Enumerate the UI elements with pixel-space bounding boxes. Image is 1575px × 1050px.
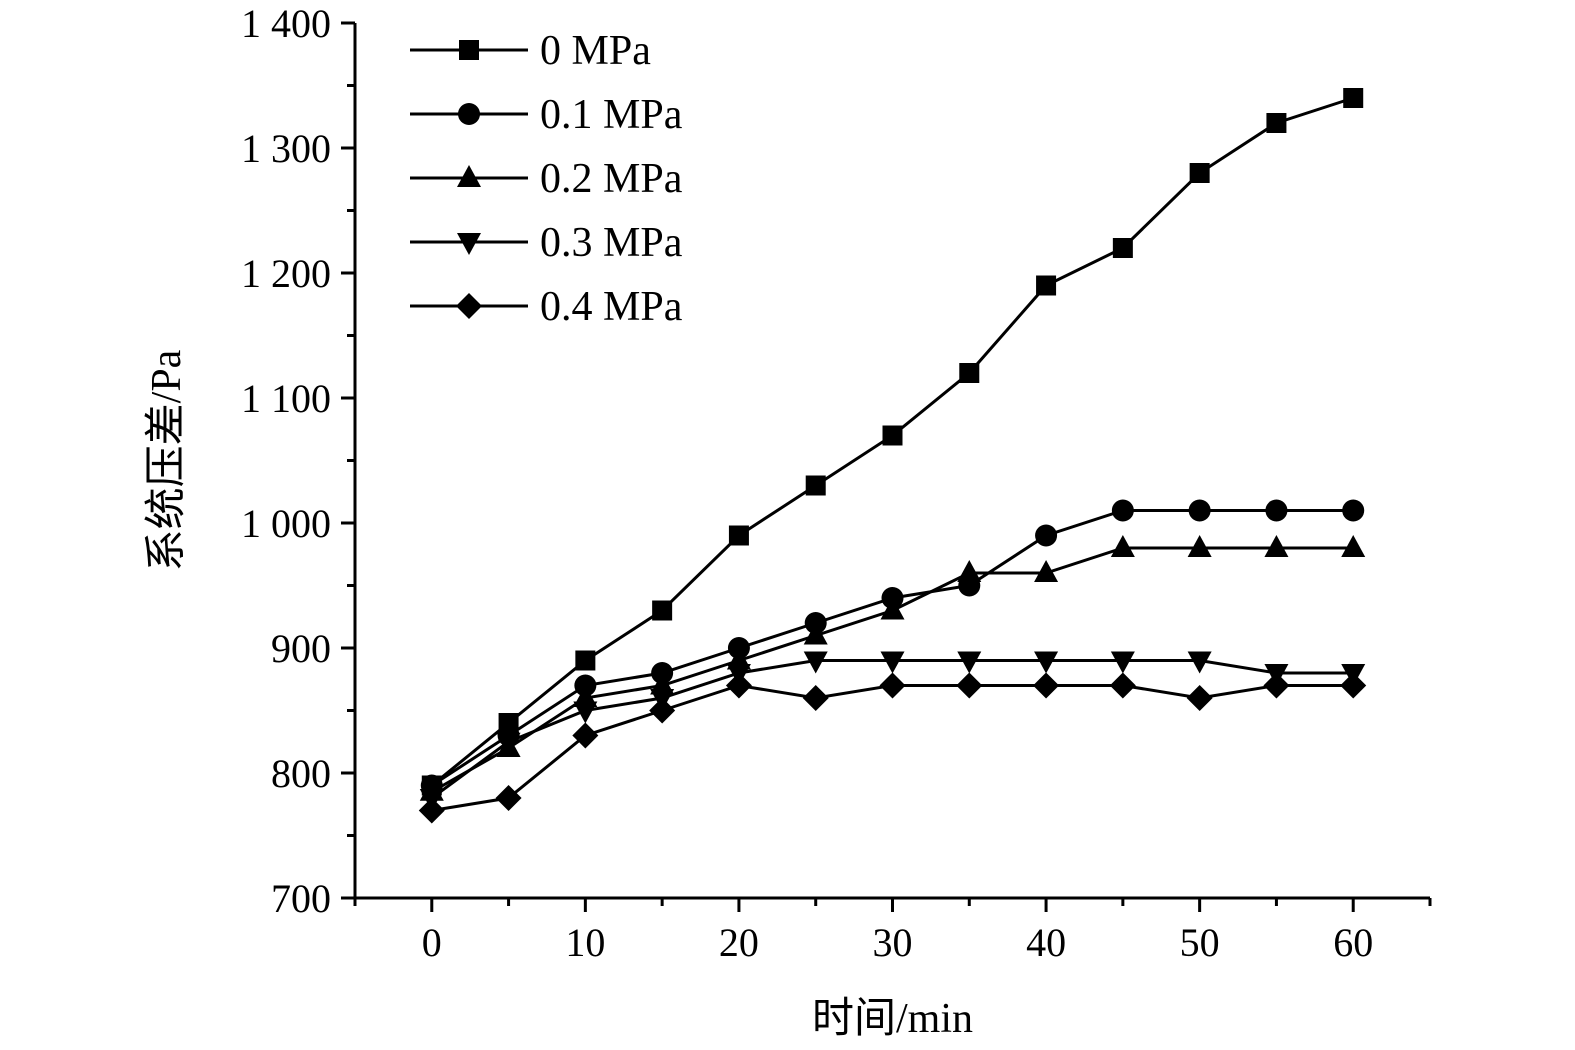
data-point	[1034, 560, 1059, 582]
series-2	[419, 535, 1366, 801]
x-tick-label: 60	[1333, 920, 1373, 965]
legend-marker	[457, 233, 481, 255]
legend: 0 MPa 0.1 MPa 0.2 MPa 0.3 MPa 0.4 MPa	[410, 28, 683, 330]
data-point	[1110, 535, 1135, 557]
data-point	[1189, 163, 1210, 183]
x-axis-title: 时间/min	[812, 996, 973, 1042]
data-point	[1265, 499, 1288, 522]
data-point	[573, 701, 598, 724]
data-point	[1036, 275, 1057, 296]
legend-label: 0.2 MPa	[540, 156, 683, 202]
data-point	[1264, 535, 1289, 557]
data-point	[418, 797, 445, 824]
data-point	[805, 475, 826, 496]
axes: 700 800 900 1 000 1 100 1 200 1 300 1 400 0 10 20 3…	[241, 1, 1432, 965]
series-4	[418, 672, 1367, 824]
data-point	[1034, 651, 1059, 674]
data-point	[802, 685, 829, 711]
data-point	[575, 650, 596, 671]
legend-label: 0.1 MPa	[540, 92, 683, 138]
data-point	[880, 651, 905, 674]
legend-marker	[456, 293, 482, 319]
data-point	[1112, 238, 1133, 258]
data-point	[1266, 113, 1287, 133]
data-point	[1187, 651, 1212, 674]
x-tick-label: 10	[565, 920, 605, 965]
series-0	[421, 88, 1364, 796]
y-tick-label: 800	[271, 751, 331, 796]
y-tick-label: 1 400	[241, 1, 331, 46]
data-point	[1111, 499, 1134, 522]
data-point	[1187, 535, 1212, 557]
y-tick-label: 1 300	[241, 126, 331, 171]
data-point	[882, 425, 903, 446]
data-point	[725, 672, 752, 699]
data-point	[1340, 672, 1367, 699]
data-point	[652, 600, 673, 621]
legend-marker	[459, 40, 479, 60]
data-point	[495, 785, 522, 811]
legend-label: 0.3 MPa	[540, 220, 683, 266]
data-point	[1341, 535, 1366, 557]
data-point	[1109, 672, 1136, 699]
data-point	[956, 672, 983, 699]
data-point	[957, 560, 982, 582]
x-tick-label: 0	[422, 920, 442, 965]
data-point	[572, 722, 599, 749]
data-point	[649, 697, 676, 724]
y-tick-label: 700	[271, 876, 331, 921]
series-1	[420, 499, 1365, 797]
x-tick-label: 50	[1180, 920, 1220, 965]
legend-label: 0 MPa	[540, 28, 651, 74]
y-tick-label: 900	[271, 626, 331, 671]
data-point	[496, 732, 521, 755]
data-point	[957, 651, 982, 674]
x-tick-label: 40	[1026, 920, 1066, 965]
data-point	[959, 363, 980, 383]
x-tick-label: 30	[873, 920, 913, 965]
data-point	[803, 651, 828, 674]
data-point	[880, 597, 905, 620]
legend-marker	[457, 165, 481, 187]
series-line	[430, 509, 1354, 787]
data-point	[1188, 499, 1211, 522]
x-tick-label: 20	[719, 920, 759, 965]
legend-label: 0.4 MPa	[540, 284, 683, 330]
y-tick-label: 1 200	[241, 251, 331, 296]
data-point	[1342, 499, 1365, 522]
data-point	[803, 622, 828, 645]
y-axis-title: 系统压差/Pa	[144, 349, 190, 571]
y-tick-label: 1 000	[241, 501, 331, 546]
data-point	[1033, 672, 1060, 699]
legend-marker	[458, 103, 480, 125]
series-line	[431, 683, 1354, 812]
data-point	[1186, 685, 1213, 711]
y-tick-label: 1 100	[241, 376, 331, 421]
data-point	[1343, 88, 1364, 108]
data-point	[879, 672, 906, 699]
data-point	[1110, 651, 1135, 674]
series-layer	[418, 88, 1367, 824]
data-point	[1035, 524, 1058, 547]
data-point	[1263, 672, 1290, 699]
data-point	[728, 525, 749, 546]
